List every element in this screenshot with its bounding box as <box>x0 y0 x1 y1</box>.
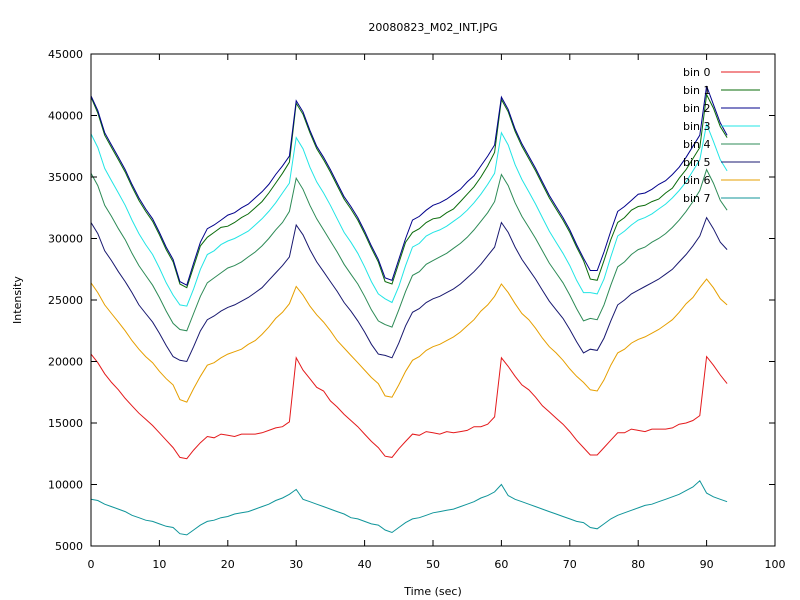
x-axis-label: Time (sec) <box>403 585 462 598</box>
plot-lines <box>90 85 728 536</box>
x-tick-label: 60 <box>494 558 508 571</box>
x-tick-label: 30 <box>289 558 303 571</box>
legend-label: bin 0 <box>683 66 711 79</box>
axis-ticks: 0 10 20 30 40 50 60 70 80 90 100 5000 10000 15000 2000… <box>48 48 786 571</box>
y-tick-label: 25000 <box>48 294 83 307</box>
y-tick-label: 15000 <box>48 417 83 430</box>
y-tick-label: 40000 <box>48 110 83 123</box>
y-tick-label: 10000 <box>48 479 83 492</box>
x-tick-label: 10 <box>152 558 166 571</box>
series-line-bin-2 <box>90 85 728 286</box>
legend-label: bin 7 <box>683 192 711 205</box>
legend: bin 0 bin 1 bin 2 bin 3 bin 4 bin 5 bin 6 bin 7 <box>683 66 760 205</box>
plot-frame <box>90 53 776 547</box>
series-line-bin-1 <box>90 92 728 289</box>
y-tick-label: 45000 <box>48 48 83 61</box>
x-tick-label: 0 <box>88 558 95 571</box>
y-tick-label: 35000 <box>48 171 83 184</box>
chart-title: 20080823_M02_INT.JPG <box>368 21 497 34</box>
legend-label: bin 3 <box>683 120 711 133</box>
legend-label: bin 2 <box>683 102 711 115</box>
y-tick-label: 20000 <box>48 356 83 369</box>
series-line-bin-7 <box>90 480 728 536</box>
series-line-bin-5 <box>90 216 728 363</box>
series-line-bin-6 <box>90 278 728 403</box>
y-tick-label: 5000 <box>55 540 83 553</box>
series-line-bin-4 <box>90 168 728 332</box>
x-tick-label: 20 <box>221 558 235 571</box>
x-tick-label: 80 <box>631 558 645 571</box>
legend-label: bin 1 <box>683 84 711 97</box>
series-line-bin-3 <box>90 122 728 307</box>
x-tick-label: 70 <box>563 558 577 571</box>
y-tick-label: 30000 <box>48 233 83 246</box>
legend-label: bin 6 <box>683 174 711 187</box>
x-tick-label: 100 <box>765 558 786 571</box>
legend-label: bin 4 <box>683 138 711 151</box>
legend-label: bin 5 <box>683 156 711 169</box>
series-line-bin-0 <box>90 353 728 460</box>
x-tick-label: 40 <box>358 558 372 571</box>
x-tick-label: 50 <box>426 558 440 571</box>
x-tick-label: 90 <box>700 558 714 571</box>
y-axis-label: Intensity <box>11 276 24 324</box>
